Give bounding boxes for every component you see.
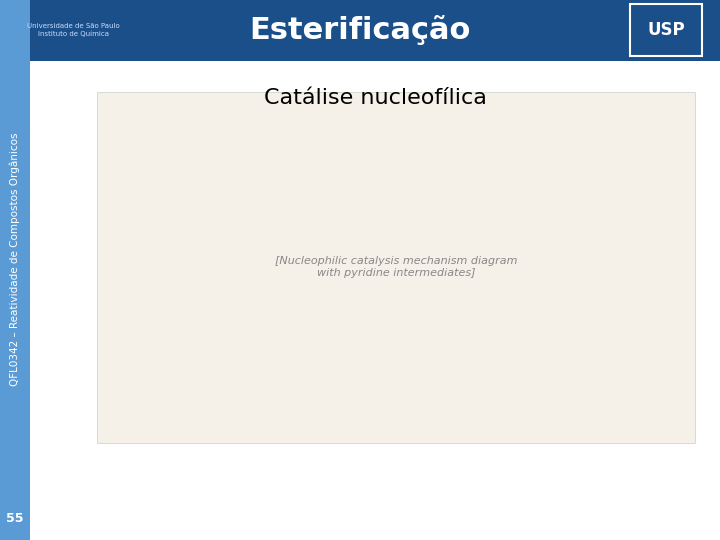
Text: QFL0342 – Reatividade de Compostos Orgânicos: QFL0342 – Reatividade de Compostos Orgân… <box>10 132 20 386</box>
Text: Universidade de São Paulo
Instituto de Química: Universidade de São Paulo Instituto de Q… <box>27 23 120 37</box>
FancyBboxPatch shape <box>630 4 702 56</box>
FancyBboxPatch shape <box>0 0 30 540</box>
FancyBboxPatch shape <box>30 59 720 61</box>
FancyBboxPatch shape <box>97 92 695 443</box>
Text: 55: 55 <box>6 512 24 525</box>
Text: USP: USP <box>647 21 685 39</box>
Text: Catálise nucleofílica: Catálise nucleofílica <box>264 87 487 108</box>
Text: Esterificação: Esterificação <box>249 15 471 45</box>
FancyBboxPatch shape <box>0 0 720 60</box>
Text: [Nucleophilic catalysis mechanism diagram
with pyridine intermediates]: [Nucleophilic catalysis mechanism diagra… <box>275 256 517 278</box>
